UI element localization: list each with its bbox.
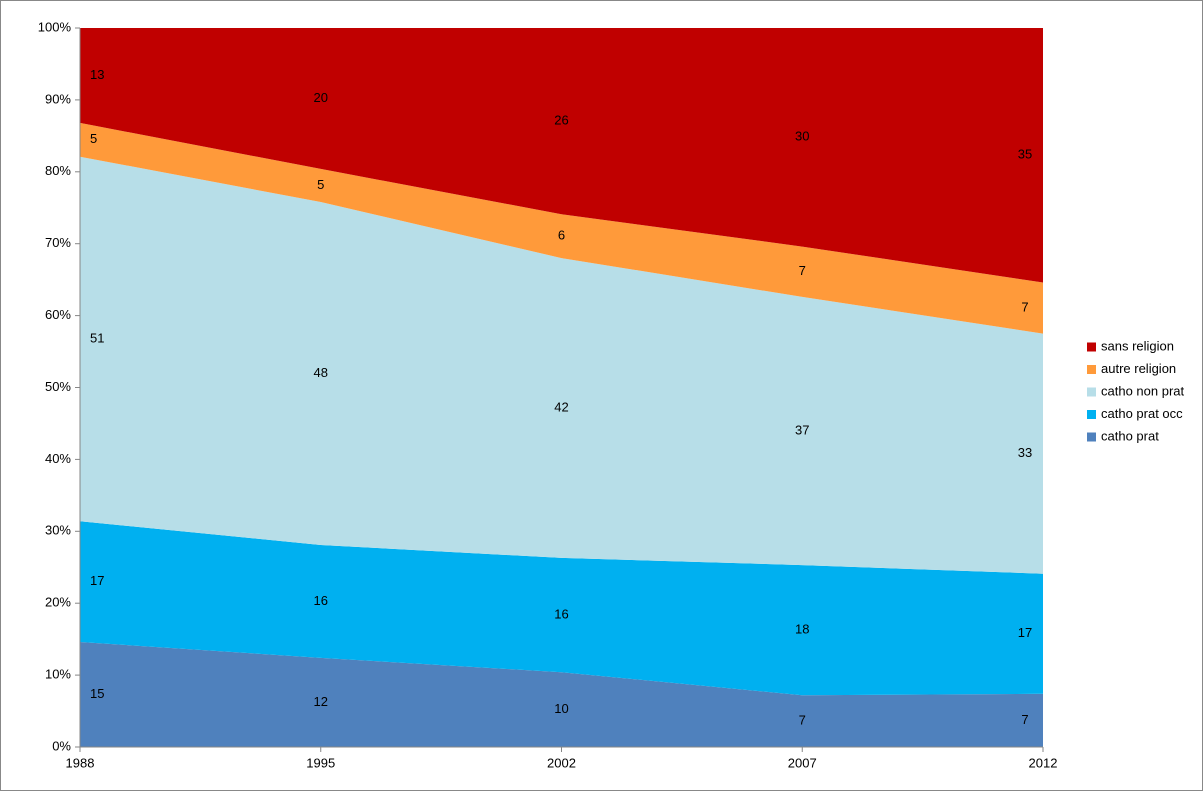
y-tick-label: 80% bbox=[45, 163, 71, 178]
data-label: 33 bbox=[1018, 445, 1032, 460]
y-tick-label: 50% bbox=[45, 379, 71, 394]
data-label: 7 bbox=[799, 263, 806, 278]
x-tick-label: 1988 bbox=[66, 755, 95, 770]
data-label: 12 bbox=[314, 694, 328, 709]
y-tick-label: 20% bbox=[45, 595, 71, 610]
data-label: 17 bbox=[90, 573, 104, 588]
legend-swatch bbox=[1087, 387, 1096, 397]
data-label: 16 bbox=[314, 593, 328, 608]
legend-swatch bbox=[1087, 365, 1096, 374]
y-tick-label: 60% bbox=[45, 307, 71, 322]
legend-label: sans religion bbox=[1101, 338, 1174, 353]
data-label: 10 bbox=[554, 701, 568, 716]
area bbox=[80, 642, 1043, 747]
data-label: 5 bbox=[90, 131, 97, 146]
data-label: 15 bbox=[90, 686, 104, 701]
y-tick-label: 30% bbox=[45, 523, 71, 538]
data-label: 26 bbox=[554, 113, 568, 128]
legend-label: catho prat occ bbox=[1101, 406, 1183, 421]
x-tick-label: 2002 bbox=[547, 755, 576, 770]
area bbox=[80, 521, 1043, 696]
x-tick-label: 1995 bbox=[306, 755, 335, 770]
y-tick-label: 40% bbox=[45, 451, 71, 466]
data-label: 6 bbox=[558, 228, 565, 243]
data-label: 7 bbox=[799, 713, 806, 728]
data-label: 20 bbox=[314, 90, 328, 105]
area bbox=[80, 28, 1043, 283]
y-tick-label: 90% bbox=[45, 91, 71, 106]
data-label: 16 bbox=[554, 607, 568, 622]
area bbox=[80, 122, 1043, 334]
data-label: 7 bbox=[1021, 712, 1028, 727]
legend-label: catho prat bbox=[1101, 428, 1159, 443]
y-tick-label: 100% bbox=[38, 19, 72, 34]
data-label: 13 bbox=[90, 67, 104, 82]
area bbox=[80, 156, 1043, 574]
y-tick-label: 10% bbox=[45, 667, 71, 682]
data-label: 37 bbox=[795, 422, 809, 437]
legend-label: autre religion bbox=[1101, 361, 1176, 376]
data-label: 30 bbox=[795, 129, 809, 144]
legend-swatch bbox=[1087, 410, 1096, 419]
x-tick-label: 2012 bbox=[1029, 755, 1058, 770]
data-label: 18 bbox=[795, 622, 809, 637]
data-label: 51 bbox=[90, 330, 104, 345]
data-label: 48 bbox=[314, 365, 328, 380]
data-label: 42 bbox=[554, 399, 568, 414]
data-label: 17 bbox=[1018, 625, 1032, 640]
data-label: 35 bbox=[1018, 147, 1032, 162]
data-label: 7 bbox=[1021, 299, 1028, 314]
y-tick-label: 0% bbox=[52, 738, 71, 753]
y-tick-label: 70% bbox=[45, 235, 71, 250]
x-tick-label: 2007 bbox=[788, 755, 817, 770]
legend-swatch bbox=[1087, 432, 1096, 442]
legend-label: catho non prat bbox=[1101, 383, 1185, 398]
data-label: 5 bbox=[317, 177, 324, 192]
legend-swatch bbox=[1087, 342, 1096, 352]
